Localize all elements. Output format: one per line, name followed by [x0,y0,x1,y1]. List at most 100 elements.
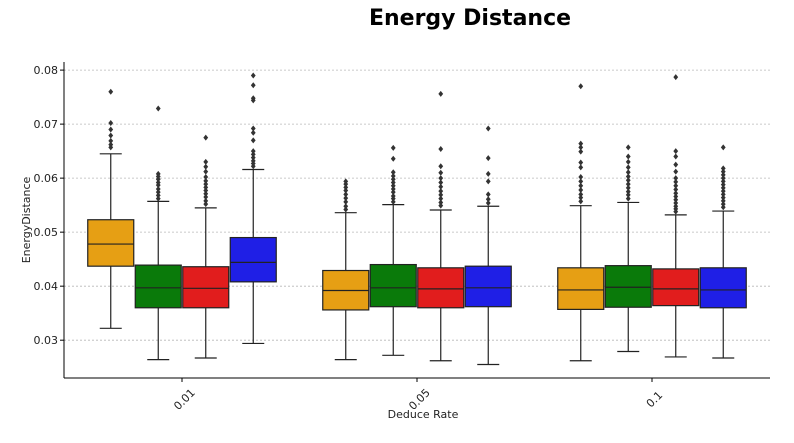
box [182,134,230,359]
outlier-point [438,195,444,202]
outlier-point [203,181,209,188]
outlier-point [390,195,396,202]
outlier-point [438,191,444,198]
outlier-point [578,140,584,147]
outlier-point [673,178,679,185]
outlier-point [155,195,161,202]
outlier-point [578,178,584,185]
outlier-point [203,168,209,175]
outlier-point [343,191,349,198]
box [417,90,465,362]
outlier-point [485,155,491,162]
outlier-point [343,206,349,213]
outlier-point [625,158,631,165]
outlier-point [720,171,726,178]
y-axis-label: EnergyDistance [20,176,33,263]
outlier-point [578,187,584,194]
outlier-point [578,144,584,151]
outlier-point [203,177,209,184]
outlier-point [203,194,209,201]
outlier-point [578,194,584,201]
outlier-point [390,169,396,176]
outlier-point [203,158,209,165]
outlier-point [578,174,584,181]
outlier-point [673,199,679,206]
outlier-point [438,90,444,97]
outlier-point [578,191,584,198]
outlier-point [250,97,256,104]
iqr-box [699,267,747,309]
outlier-point [250,163,256,170]
outlier-point [203,201,209,208]
box [322,178,370,361]
outlier-point [578,182,584,189]
outlier-point [343,184,349,191]
y-tick-label: 0.08 [34,64,59,77]
outlier-point [108,144,114,151]
outlier-point [720,194,726,201]
box [699,144,747,359]
y-tick-label: 0.07 [34,118,59,131]
iqr-box [464,265,512,308]
box [557,83,605,362]
outlier-point [343,195,349,202]
outlier-point [578,148,584,155]
outlier-point [673,196,679,203]
outlier-point [720,204,726,211]
outlier-point [155,182,161,189]
x-axis-label: Deduce Rate [388,408,459,421]
outlier-point [343,181,349,188]
outlier-point [203,197,209,204]
outlier-point [390,176,396,183]
outlier-point [390,185,396,192]
outlier-point [438,199,444,206]
outlier-point [108,137,114,144]
outlier-point [390,179,396,186]
iqr-box [417,267,465,309]
outlier-point [203,190,209,197]
outlier-point [343,198,349,205]
y-tick-label: 0.03 [34,334,59,347]
outlier-point [625,184,631,191]
outlier-point [485,125,491,132]
x-tick-label: 0.01 [171,386,198,413]
outlier-point [625,173,631,180]
outlier-point [203,134,209,141]
outlier-point [673,193,679,200]
y-tick-label: 0.05 [34,226,59,239]
outlier-point [485,178,491,185]
iqr-box [557,267,605,310]
outlier-point [720,165,726,172]
outlier-point [438,163,444,170]
outlier-point [720,144,726,151]
outlier-point [673,148,679,155]
outlier-point [625,188,631,195]
y-ticks: 0.03 0.04 0.05 0.06 0.07 0.08 [34,64,64,347]
outlier-point [390,182,396,189]
iqr-box [369,263,417,308]
axes [63,62,770,379]
box [134,105,182,361]
outlier-point [250,125,256,132]
outlier-point [250,154,256,161]
outlier-point [155,176,161,183]
outlier-point [155,189,161,196]
outlier-point [673,175,679,182]
outlier-point [390,144,396,151]
outlier-point [155,192,161,199]
outlier-point [108,132,114,139]
outlier-point [250,151,256,158]
iqr-box [604,265,652,308]
outlier-point [485,199,491,206]
outlier-point [720,188,726,195]
outlier-point [673,74,679,81]
outlier-point [485,196,491,203]
y-tick-label: 0.04 [34,280,59,293]
outlier-point [108,126,114,133]
outlier-point [625,195,631,202]
box [604,144,652,353]
outlier-point [343,187,349,194]
outlier-point [438,179,444,186]
outlier-point [673,182,679,189]
